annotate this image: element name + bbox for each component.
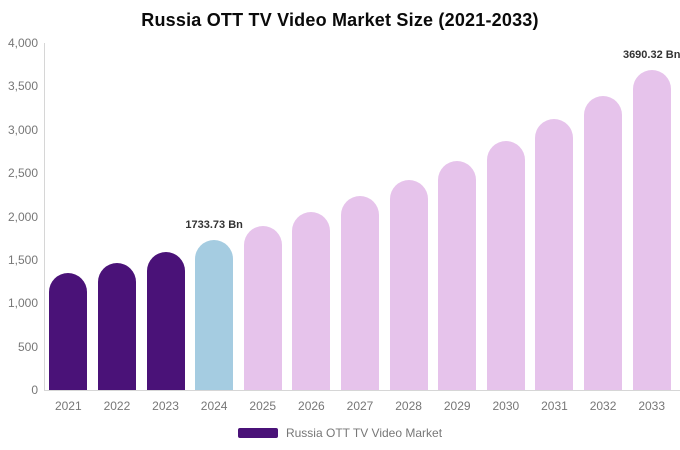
legend-swatch (237, 428, 278, 438)
y-tick-label: 3,000 (7, 122, 38, 137)
bar-value-label-2033: 3690.32 Bn (622, 48, 680, 61)
x-tick-label-2023: 2023 (152, 399, 179, 413)
y-tick-label: 4,000 (7, 36, 38, 50)
x-tick-label-2029: 2029 (443, 399, 471, 413)
y-tick-label: 1,000 (7, 296, 38, 311)
x-axis-labels: 2021 2022 2023 2024 2025 2026 2027 2028 2029 2030… (44, 399, 676, 415)
y-tick-label: 2,500 (7, 166, 38, 181)
bar-2033[interactable] (632, 69, 671, 390)
y-tick-label: 500 (17, 339, 38, 354)
bar-2021[interactable] (49, 273, 88, 390)
x-tick-label-2031: 2031 (541, 399, 568, 413)
x-tick-label-2032: 2032 (589, 399, 617, 413)
bar-2029[interactable] (438, 161, 477, 390)
y-axis-labels: 0 500 1,000 1,500 2,000 2,500 3,000 3,500 4,000 (0, 36, 38, 397)
x-axis-line (44, 390, 680, 391)
y-axis-line (44, 43, 45, 390)
y-tick-label: 1,500 (7, 252, 38, 267)
x-tick-label-2030: 2030 (492, 399, 520, 413)
bar-2028[interactable] (389, 179, 428, 390)
y-tick-label: 2,000 (7, 209, 38, 224)
x-tick-label-2026: 2026 (298, 399, 325, 413)
y-tick-label: 3,500 (7, 79, 38, 94)
legend: Russia OTT TV Video Market (0, 426, 680, 440)
bar-2031[interactable] (535, 119, 574, 390)
legend-item-russia-ott[interactable]: Russia OTT TV Video Market (237, 426, 443, 440)
plot-area: 1733.73 Bn 3690.32 Bn (44, 43, 680, 390)
bar-2022[interactable] (97, 262, 136, 390)
legend-label: Russia OTT TV Video Market (285, 426, 443, 440)
bar-2030[interactable] (486, 141, 525, 390)
x-tick-label-2033: 2033 (638, 399, 666, 413)
x-tick-label-2028: 2028 (395, 399, 422, 413)
x-tick-label-2024: 2024 (200, 399, 228, 413)
x-tick-label-2021: 2021 (54, 399, 82, 413)
bar-2025[interactable] (243, 226, 282, 390)
x-tick-label-2022: 2022 (103, 399, 131, 413)
bar-2024[interactable] (195, 239, 234, 390)
bar-2026[interactable] (292, 212, 331, 390)
bar-2032[interactable] (584, 95, 623, 390)
y-tick-label: 0 (31, 383, 38, 397)
bar-2027[interactable] (341, 196, 379, 390)
x-tick-label-2027: 2027 (346, 399, 374, 413)
chart-title: Russia OTT TV Video Market Size (2021-20… (141, 10, 539, 30)
bar-value-label-2024: 1733.73 Bn (185, 218, 243, 231)
x-tick-label-2025: 2025 (249, 399, 277, 413)
bar-2023[interactable] (146, 251, 185, 390)
